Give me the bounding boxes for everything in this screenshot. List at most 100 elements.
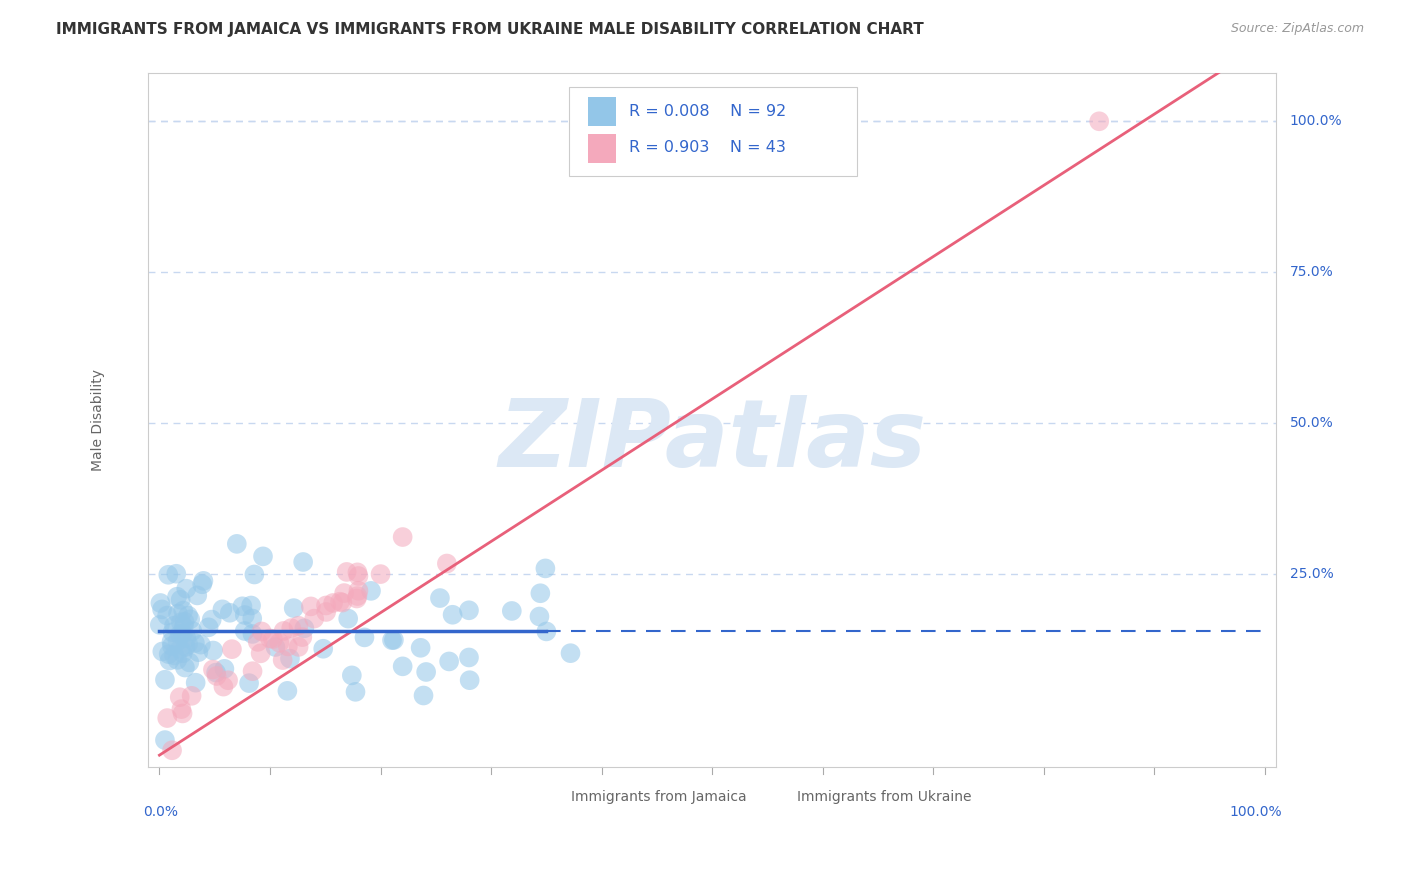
Point: [177, 637, 200, 651]
Point: [458, 603, 481, 617]
Point: [173, 615, 195, 629]
Point: [153, 673, 176, 687]
Point: [560, 646, 582, 660]
Point: [347, 583, 370, 598]
Point: [181, 624, 204, 638]
Point: [336, 565, 359, 579]
Point: [217, 673, 239, 688]
Point: [169, 642, 191, 657]
Text: 100.0%: 100.0%: [1289, 114, 1343, 128]
Point: [159, 653, 181, 667]
Point: [160, 634, 183, 648]
Point: [238, 676, 260, 690]
Point: [242, 664, 264, 678]
Point: [382, 632, 405, 647]
Point: [280, 621, 302, 635]
Text: R = 0.008    N = 92: R = 0.008 N = 92: [628, 103, 786, 119]
Point: [458, 650, 481, 665]
Text: Male Disability: Male Disability: [90, 369, 104, 471]
Point: [271, 653, 294, 667]
FancyBboxPatch shape: [537, 787, 562, 807]
Point: [329, 595, 352, 609]
Point: [166, 590, 188, 604]
Text: Immigrants from Ukraine: Immigrants from Ukraine: [797, 790, 972, 804]
Point: [172, 626, 194, 640]
Point: [179, 656, 201, 670]
Point: [346, 591, 368, 606]
Point: [315, 599, 337, 613]
Point: [184, 675, 207, 690]
Point: [179, 612, 201, 626]
Point: [240, 611, 263, 625]
Point: [458, 673, 481, 688]
Point: [391, 530, 413, 544]
Point: [353, 631, 375, 645]
Point: [157, 647, 180, 661]
Point: [347, 569, 370, 583]
Point: [202, 643, 225, 657]
Point: [278, 651, 301, 665]
Point: [330, 596, 353, 610]
Point: [287, 618, 309, 632]
Text: IMMIGRANTS FROM JAMAICA VS IMMIGRANTS FROM UKRAINE MALE DISABILITY CORRELATION C: IMMIGRANTS FROM JAMAICA VS IMMIGRANTS FR…: [56, 22, 924, 37]
Point: [529, 609, 551, 624]
Point: [276, 683, 298, 698]
Text: R = 0.903    N = 43: R = 0.903 N = 43: [628, 140, 786, 155]
Point: [312, 641, 335, 656]
Point: [264, 640, 287, 654]
Point: [249, 646, 271, 660]
Text: 50.0%: 50.0%: [1289, 417, 1333, 430]
Point: [534, 561, 557, 575]
Point: [412, 689, 434, 703]
Point: [150, 602, 173, 616]
Point: [340, 668, 363, 682]
Text: Source: ZipAtlas.com: Source: ZipAtlas.com: [1230, 22, 1364, 36]
Point: [292, 621, 315, 635]
Point: [191, 577, 214, 591]
Point: [409, 640, 432, 655]
Point: [415, 665, 437, 679]
Point: [169, 592, 191, 607]
Point: [231, 599, 253, 614]
Point: [212, 680, 235, 694]
Point: [221, 642, 243, 657]
Point: [201, 663, 224, 677]
Point: [233, 624, 256, 638]
Point: [291, 630, 314, 644]
Point: [218, 606, 240, 620]
Point: [187, 645, 209, 659]
Text: 75.0%: 75.0%: [1289, 265, 1333, 279]
Point: [233, 607, 256, 622]
Point: [166, 634, 188, 648]
Point: [163, 618, 186, 632]
Point: [149, 618, 172, 632]
Point: [262, 632, 284, 646]
Point: [240, 599, 263, 613]
Text: 100.0%: 100.0%: [1229, 805, 1282, 820]
Point: [166, 653, 188, 667]
Point: [172, 646, 194, 660]
Point: [536, 624, 558, 639]
Point: [173, 619, 195, 633]
Point: [283, 601, 305, 615]
Point: [167, 607, 190, 621]
Point: [172, 706, 194, 721]
Point: [346, 589, 368, 603]
Point: [322, 596, 344, 610]
Point: [169, 690, 191, 705]
Point: [346, 566, 368, 580]
Point: [252, 549, 274, 564]
FancyBboxPatch shape: [569, 87, 856, 176]
Point: [529, 586, 551, 600]
Point: [186, 589, 208, 603]
Point: [214, 662, 236, 676]
Point: [344, 685, 367, 699]
Point: [360, 583, 382, 598]
Point: [259, 632, 281, 646]
Point: [193, 574, 215, 588]
Point: [299, 599, 322, 614]
Point: [205, 669, 228, 683]
Point: [180, 689, 202, 703]
Point: [250, 624, 273, 639]
Point: [170, 702, 193, 716]
